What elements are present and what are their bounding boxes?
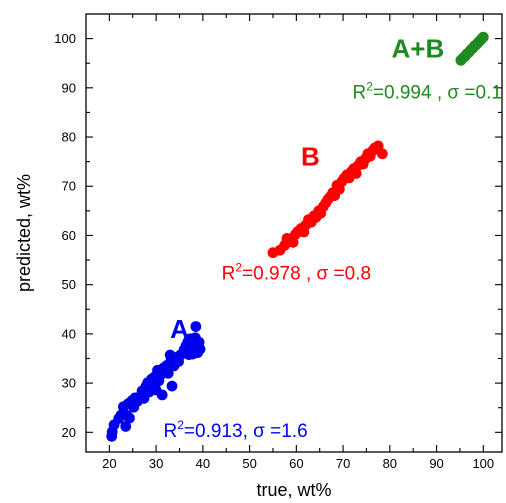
data-point: [124, 412, 135, 424]
data-points: [106, 31, 489, 442]
series-aplusb: [455, 31, 489, 66]
x-tick-label: 40: [196, 456, 210, 471]
y-axis-ticks: 20 30 40 50 60 70 80 90 100: [54, 31, 502, 440]
sigma-value: 0.8: [345, 263, 371, 284]
y-tick-label: 20: [62, 425, 76, 440]
y-tick-label: 60: [62, 228, 76, 243]
data-point: [120, 421, 132, 432]
data-point: [156, 389, 168, 401]
y-tick-label: 40: [62, 326, 76, 341]
x-axis-label: true, wt%: [256, 480, 331, 500]
plot-area-border: [85, 13, 503, 453]
x-tick-label: 20: [102, 456, 116, 471]
series-label: B: [301, 142, 320, 172]
x-axis-ticks: 20 30 40 50 60 70 80 90 100: [102, 14, 494, 471]
x-tick-label: 100: [472, 456, 494, 471]
data-point: [190, 321, 202, 332]
data-point: [477, 31, 489, 43]
data-point: [166, 380, 178, 392]
r2-value: 0.978: [253, 263, 301, 284]
series-stat: R2=0.913, σ =1.6: [163, 418, 307, 442]
y-tick-label: 70: [62, 179, 76, 194]
x-tick-label: 60: [289, 456, 303, 471]
x-tick-label: 30: [149, 456, 163, 471]
series-b: [267, 140, 388, 259]
x-tick-label: 50: [242, 456, 256, 471]
data-point: [162, 367, 174, 379]
data-point: [350, 168, 362, 179]
x-tick-label: 70: [336, 456, 350, 471]
series-stat: R2=0.978 , σ =0.8: [222, 260, 371, 284]
y-axis-label: predicted, wt%: [14, 174, 34, 292]
y-tick-label: 100: [54, 31, 76, 46]
r2-value: 0.913: [195, 421, 243, 442]
y-tick-label: 50: [62, 277, 76, 292]
data-point: [194, 343, 206, 355]
series-labels: A R2=0.913, σ =1.6 B R2=0.978 , σ =0.8 A+B R2…: [163, 33, 501, 441]
y-tick-label: 90: [62, 80, 76, 95]
series-label: A+B: [391, 33, 444, 63]
series-a: [106, 321, 206, 442]
sigma-value: 0.1: [476, 82, 502, 103]
series-stat: R2=0.994 , σ =0.1: [352, 79, 501, 103]
y-tick-label: 80: [62, 130, 76, 145]
sigma-value: 1.6: [281, 421, 307, 442]
r2-value: 0.994: [384, 82, 432, 103]
series-label: A: [170, 314, 189, 344]
data-point: [376, 148, 388, 160]
x-tick-label: 90: [429, 456, 443, 471]
x-tick-label: 80: [383, 456, 397, 471]
y-tick-label: 30: [62, 376, 76, 391]
plot-frame: [85, 13, 503, 453]
